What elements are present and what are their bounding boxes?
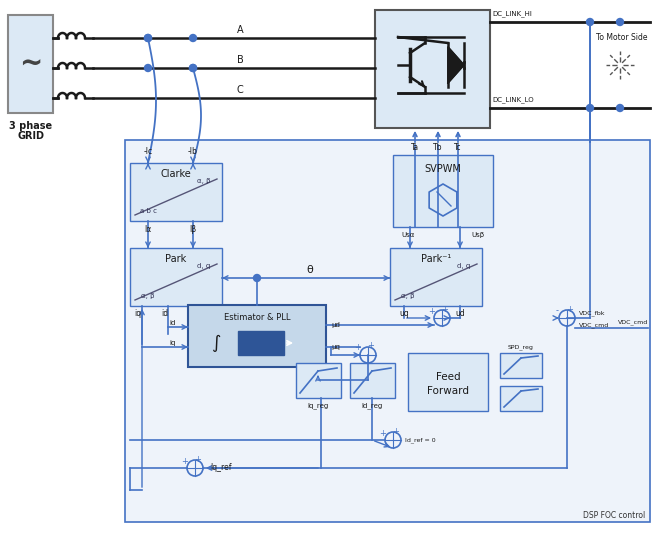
Bar — [408, 353, 488, 411]
Bar — [238, 331, 284, 355]
Text: Tc: Tc — [454, 143, 462, 152]
Text: α, β: α, β — [197, 178, 211, 184]
Text: Tb: Tb — [433, 143, 443, 152]
Text: 3 phase: 3 phase — [9, 121, 52, 131]
Bar — [390, 248, 482, 306]
Circle shape — [587, 104, 594, 111]
Text: DC_LINK_HI: DC_LINK_HI — [492, 11, 532, 18]
Circle shape — [190, 64, 196, 71]
Text: SPD_reg: SPD_reg — [508, 344, 534, 350]
Text: +: + — [567, 304, 573, 313]
Text: α, β: α, β — [401, 293, 415, 299]
Text: iq: iq — [170, 340, 176, 346]
Bar — [393, 155, 493, 227]
Text: -Ib: -Ib — [188, 148, 198, 157]
Text: Iq_ref: Iq_ref — [210, 464, 231, 472]
Bar — [296, 363, 341, 398]
Text: +: + — [380, 429, 386, 438]
Bar — [500, 386, 542, 411]
Text: Estimator & PLL: Estimator & PLL — [224, 312, 290, 321]
Text: VDC_cmd: VDC_cmd — [579, 322, 610, 328]
Bar — [500, 353, 542, 378]
Circle shape — [587, 19, 594, 26]
Circle shape — [617, 19, 623, 26]
Text: Iβ: Iβ — [189, 224, 196, 233]
Circle shape — [617, 104, 623, 111]
Text: θ: θ — [306, 265, 314, 275]
Text: ud: ud — [455, 310, 465, 319]
Text: Feed: Feed — [436, 372, 461, 382]
Text: +: + — [442, 304, 448, 313]
Text: id: id — [170, 320, 176, 326]
Text: +: + — [355, 343, 361, 352]
Text: To Motor Side: To Motor Side — [596, 34, 648, 43]
Circle shape — [144, 64, 152, 71]
Text: α, β: α, β — [141, 293, 155, 299]
Text: Iq_reg: Iq_reg — [307, 402, 329, 409]
Text: Id_reg: Id_reg — [361, 402, 383, 409]
Text: ~: ~ — [19, 50, 42, 78]
Text: +: + — [393, 426, 399, 435]
Text: Ta: Ta — [411, 143, 419, 152]
Text: Iα: Iα — [144, 224, 152, 233]
Bar — [130, 248, 222, 306]
Text: +: + — [428, 306, 436, 316]
Text: d, q: d, q — [457, 263, 471, 269]
Text: VDC_cmd: VDC_cmd — [617, 319, 648, 325]
Circle shape — [190, 64, 196, 71]
Text: ∫: ∫ — [212, 334, 221, 352]
Circle shape — [144, 35, 152, 42]
Text: B: B — [237, 55, 243, 65]
Text: DSP FOC control: DSP FOC control — [583, 512, 645, 521]
Text: d, q: d, q — [198, 263, 211, 269]
Text: Usβ: Usβ — [471, 232, 484, 238]
Bar — [188, 305, 326, 367]
Text: Usα: Usα — [401, 232, 415, 238]
Text: +: + — [182, 456, 188, 465]
Text: A: A — [237, 25, 243, 35]
Bar — [375, 10, 490, 128]
Text: μq: μq — [331, 344, 341, 350]
Text: Id_ref = 0: Id_ref = 0 — [405, 437, 436, 443]
Text: +: + — [368, 342, 374, 351]
Text: GRID: GRID — [17, 131, 44, 141]
Text: Forward: Forward — [427, 386, 469, 396]
Polygon shape — [448, 47, 464, 83]
Bar — [8, 15, 53, 113]
Text: VDC_fbk: VDC_fbk — [579, 310, 606, 316]
Text: iq: iq — [134, 310, 142, 319]
Text: -Ic: -Ic — [144, 148, 153, 157]
Bar — [350, 363, 395, 398]
Circle shape — [144, 35, 152, 42]
Text: uq: uq — [399, 310, 409, 319]
Circle shape — [190, 35, 196, 42]
Text: Park: Park — [165, 254, 186, 264]
Text: SVPWM: SVPWM — [424, 164, 461, 174]
Text: -: - — [556, 306, 558, 316]
Bar — [125, 140, 650, 522]
Text: Clarke: Clarke — [161, 169, 191, 179]
Text: id: id — [161, 310, 169, 319]
Text: Park⁻¹: Park⁻¹ — [421, 254, 451, 264]
Text: C: C — [237, 85, 243, 95]
Circle shape — [254, 274, 260, 281]
Text: DC_LINK_LO: DC_LINK_LO — [492, 96, 534, 103]
Text: a b c: a b c — [140, 208, 156, 214]
Bar — [130, 163, 222, 221]
Text: +: + — [194, 455, 202, 464]
Text: μd: μd — [331, 322, 341, 328]
